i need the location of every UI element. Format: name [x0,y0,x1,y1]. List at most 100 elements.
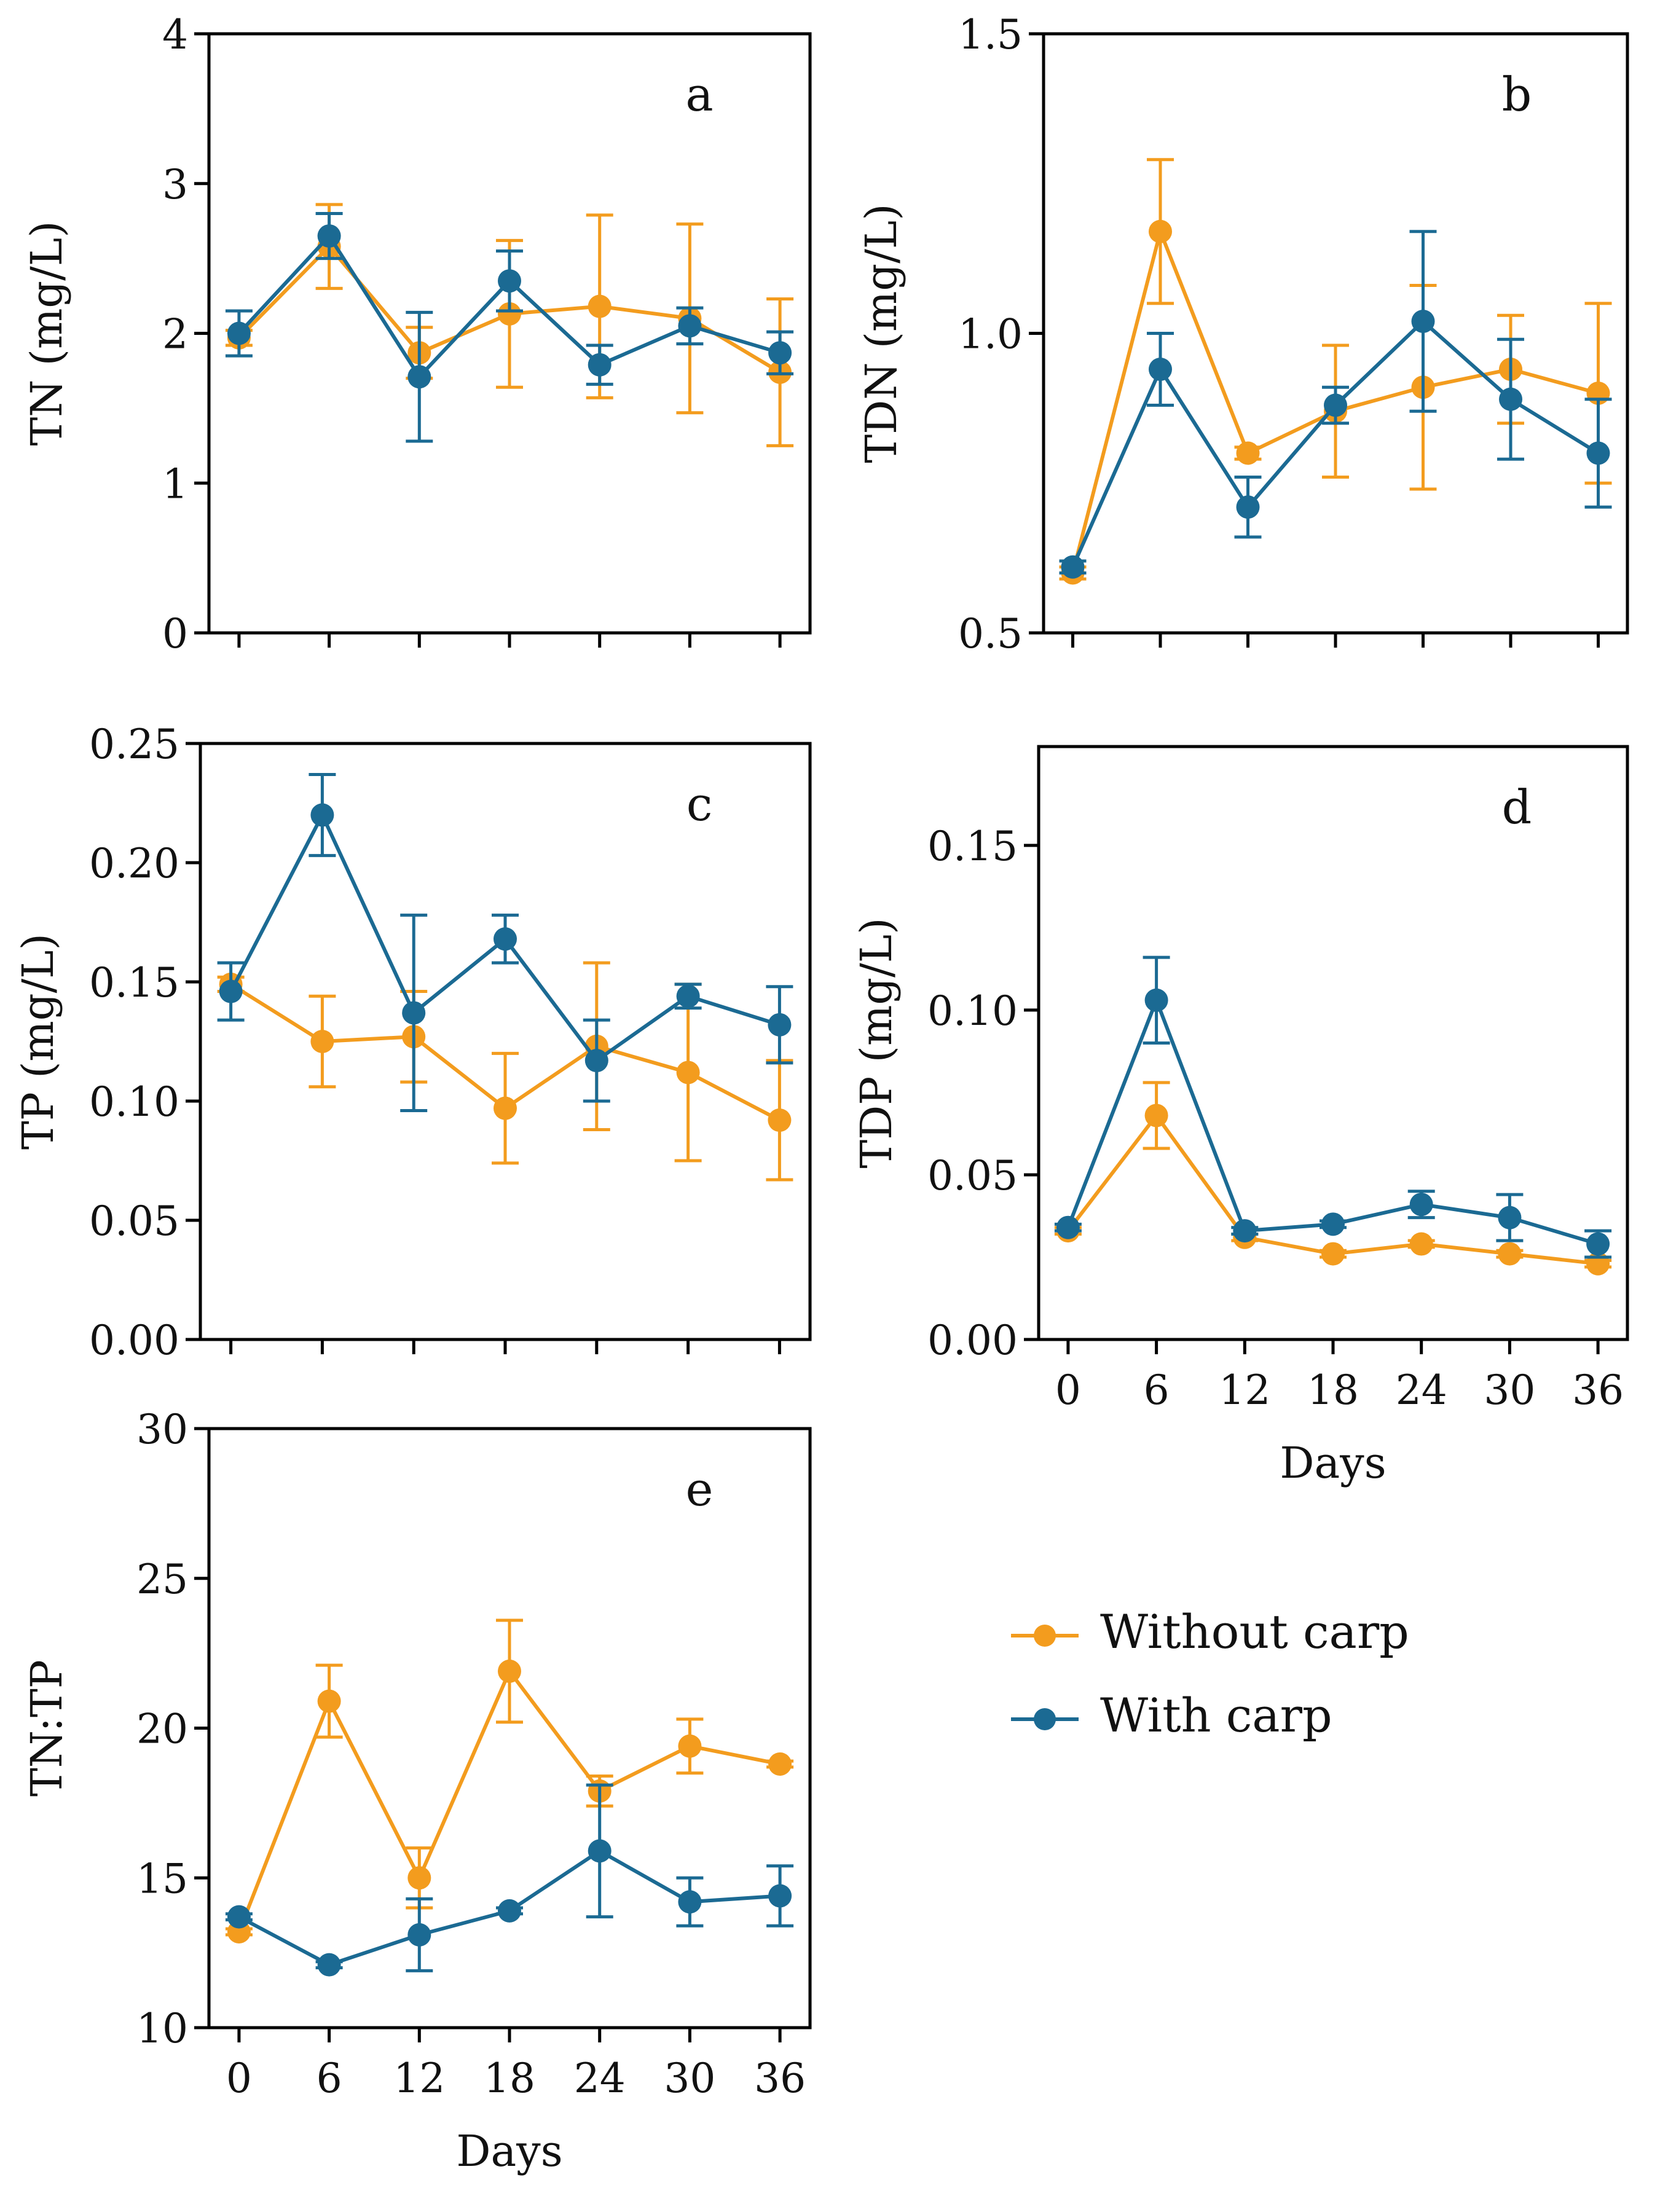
panel-a-ytick-label-0: 0 [162,610,188,657]
panel-e-letter: e [686,1462,714,1516]
panel-d-ytick-label-1: 0.05 [927,1152,1018,1199]
panel-d: 0.00 0.05 0.10 0.15 0 6 12 18 24 30 36 TDP (mg/L) Da… [851,745,1629,1488]
panel-a-with-carp-point-4 [588,353,612,377]
panel-e-with-carp-point-2 [407,1923,431,1947]
panel-c-with-carp-point-5 [676,984,700,1008]
panel-b-with-carp-point-0 [1061,555,1085,579]
panel-d-ytick-label-3: 0.15 [927,823,1018,870]
panel-a-with-carp-point-3 [498,269,521,293]
panel-e-ytick-label-2: 20 [136,1706,188,1753]
panel-a-with-carp-point-6 [768,341,792,365]
panel-b-with-carp-point-2 [1236,495,1260,519]
panel-c-ytick-label-1: 0.05 [89,1198,179,1245]
panel-e-with-carp-point-3 [498,1899,521,1923]
panel-d-with-carp-point-0 [1056,1215,1080,1239]
panel-e-xlabel: Days [456,2126,562,2176]
panel-d-xtick-label-1: 6 [1144,1367,1170,1414]
panel-b-letter: b [1502,67,1532,122]
panel-b-with-carp-point-3 [1324,393,1347,417]
panel-c-ytick-label-5: 0.25 [89,721,179,768]
panel-b-with-carp-point-6 [1586,441,1610,465]
legend-with-label: With carp [1100,1688,1332,1743]
panel-b-series-with-carp [1059,230,1612,579]
panel-b-with-carp-point-1 [1149,358,1172,381]
panel-b-frame [1042,32,1629,635]
panel-d-ytick-label-2: 0.10 [927,987,1018,1035]
panel-e-with-carp-point-5 [678,1890,702,1914]
panel-c-without-carp-point-1 [310,1030,334,1053]
panel-c-ytick-label-4: 0.20 [89,840,179,887]
panel-c-ytick-label-0: 0.00 [89,1317,179,1364]
panel-e-without-carp-point-1 [317,1689,341,1713]
panel-d-letter: d [1502,780,1532,834]
panel-b-series-without-carp [1059,158,1612,585]
panel-c-without-carp-point-3 [494,1096,517,1120]
panel-e-with-carp-point-4 [588,1839,612,1863]
panel-a: 0 1 2 3 4 TN (mg/L) a [22,11,812,657]
panel-e-series-without-carp [225,1618,794,1943]
panel-e-ytick-label-1: 15 [136,1855,188,1902]
panel-d-xtick-label-0: 0 [1055,1367,1081,1414]
panel-c-frame [199,742,812,1341]
panel-d-xtick-label-5: 30 [1484,1367,1535,1414]
panel-e-with-carp-point-1 [317,1953,341,1977]
panel-e-without-carp-point-3 [498,1659,521,1683]
panel-c-with-carp-point-0 [219,979,243,1003]
panel-a-series-without-carp [225,203,794,447]
panel-b-ytick-label-1: 1.0 [958,311,1023,358]
panel-a-without-carp-point-4 [588,294,612,318]
panel-c-ylabel: TP (mg/L) [13,933,63,1150]
panel-e-with-carp-point-6 [768,1884,792,1908]
panel-c-with-carp-point-1 [310,803,334,827]
panel-a-with-carp-point-0 [227,321,251,345]
panel-b-without-carp-point-2 [1236,441,1260,465]
panel-e-ytick-label-3: 25 [136,1556,188,1603]
panel-a-with-carp-point-5 [678,314,702,338]
panel-e-xtick-label-1: 6 [317,2055,342,2102]
panel-e-xtick-label-3: 18 [484,2055,535,2102]
panel-a-with-carp-point-1 [317,224,341,248]
panel-b-ylabel: TDN (mg/L) [856,203,907,463]
panel-a-with-carp-point-2 [407,365,431,389]
panel-e-series-with-carp [225,1783,794,1977]
panel-d-with-carp-point-1 [1144,988,1168,1012]
panel-e-xtick-label-0: 0 [226,2055,252,2102]
panel-a-ytick-label-4: 4 [162,11,188,58]
legend: Without carp With carp [1011,1604,1409,1743]
panel-a-ytick-label-3: 3 [162,161,188,208]
panel-e: 10 15 20 25 30 0 6 12 18 24 30 36 TN:TP Days e [22,1406,812,2176]
panel-d-xtick-label-4: 24 [1396,1367,1447,1414]
panel-c: 0.00 0.05 0.10 0.15 0.20 0.25 TP (mg/L) c [13,721,812,1364]
panel-c-ytick-label-3: 0.15 [89,959,179,1006]
panel-e-xtick-label-4: 24 [574,2055,626,2102]
panel-e-xtick-label-5: 30 [664,2055,715,2102]
panel-e-without-carp-point-2 [407,1866,431,1890]
panel-a-ytick-label-2: 2 [162,311,188,358]
panel-c-ytick-label-2: 0.10 [89,1078,179,1126]
panel-d-xtick-label-2: 12 [1219,1367,1270,1414]
panel-c-with-carp-point-4 [584,1049,608,1073]
panel-a-ytick-label-1: 1 [162,460,188,508]
panel-b-with-carp-point-5 [1499,387,1522,411]
panel-b-ytick-label-2: 1.5 [958,11,1023,58]
panel-d-xlabel: Days [1280,1438,1386,1488]
panel-c-with-carp-point-2 [402,1001,426,1025]
panel-d-without-carp-point-3 [1321,1242,1345,1266]
panel-c-without-carp-point-6 [768,1108,792,1132]
panel-d-xtick-label-3: 18 [1307,1367,1359,1414]
legend-with-marker [1034,1708,1056,1730]
panel-c-without-carp-point-5 [676,1061,700,1084]
panel-d-series-with-carp [1054,955,1612,1259]
panel-b-with-carp-point-4 [1411,310,1435,333]
panel-d-xtick-label-6: 36 [1572,1367,1624,1414]
legend-without-marker [1034,1625,1056,1647]
panel-c-letter: c [686,777,713,831]
panel-d-with-carp-point-6 [1586,1232,1610,1256]
panel-e-xtick-label-6: 36 [754,2055,806,2102]
panel-c-series-without-carp [217,961,793,1182]
panel-a-series-with-carp [225,212,794,443]
panel-c-with-carp-point-6 [768,1013,792,1037]
